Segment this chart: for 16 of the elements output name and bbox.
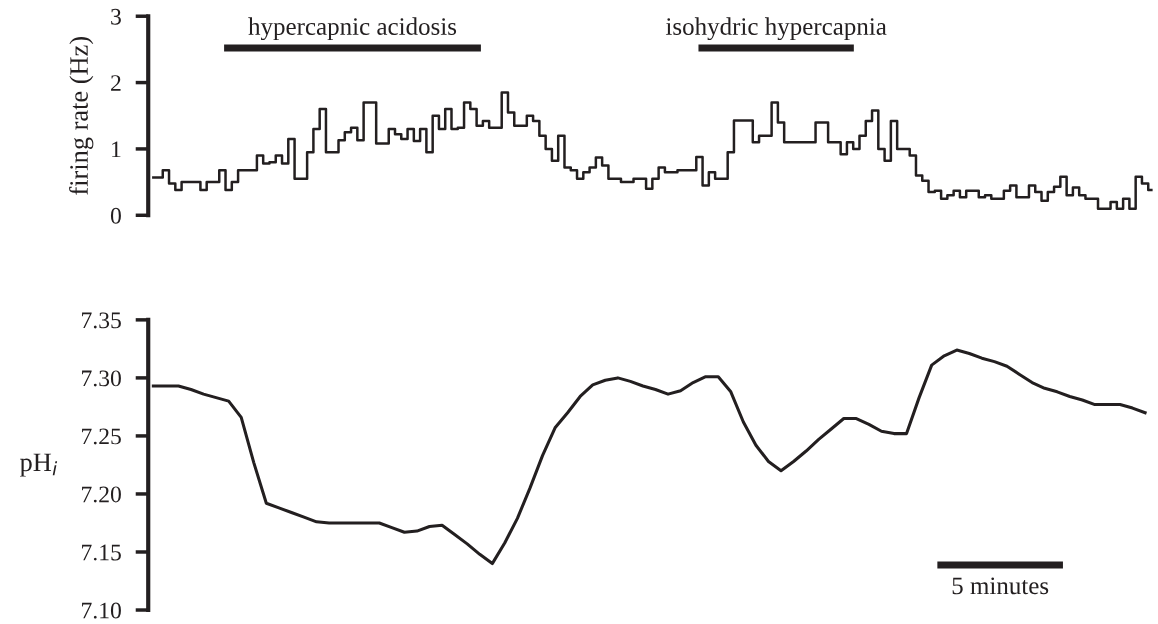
y-tick-label: 2 [111, 75, 121, 91]
annotation: isohydric hypercapnia [665, 17, 887, 41]
annotation: 5 minutes [952, 577, 1049, 595]
y-tick-label: 7.20 [82, 486, 121, 503]
y-tick-label: 0 [110, 207, 121, 224]
y-tick-label: 7.30 [82, 370, 121, 387]
y-tick-label: 3 [111, 8, 121, 25]
y-tick-label: 7.25 [82, 428, 121, 445]
annotation: hypercapnic acidosis [248, 17, 457, 41]
y-axis-title: firing rate (Hz) [69, 37, 94, 195]
y-tick-label: 7.15 [82, 544, 121, 561]
y-tick-label: 7.10 [82, 602, 121, 619]
y-tick-label: 1 [112, 141, 121, 158]
line-series [151, 348, 1147, 566]
y-tick-label: 7.35 [82, 312, 121, 329]
y-axis-title: pH$_{i}$ [20, 453, 58, 477]
